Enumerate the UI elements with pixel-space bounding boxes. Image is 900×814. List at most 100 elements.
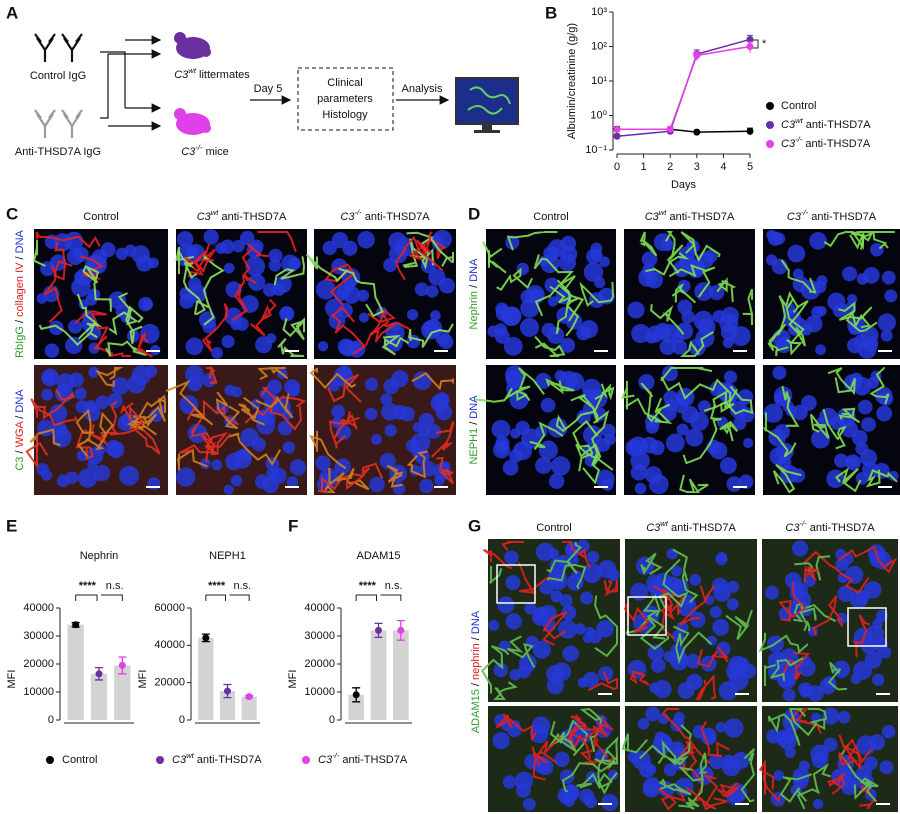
nucleus xyxy=(504,550,519,565)
nucleus xyxy=(211,459,223,471)
membrane-stain xyxy=(250,298,277,337)
nucleus xyxy=(418,412,435,429)
membrane-stain xyxy=(838,545,898,574)
mean-point xyxy=(202,634,210,642)
nucleus xyxy=(430,310,441,321)
membrane-stain xyxy=(680,331,715,357)
nucleus xyxy=(327,379,340,392)
x-tick-label: 3 xyxy=(694,161,700,173)
membrane-stain xyxy=(570,714,608,757)
nucleus xyxy=(406,439,420,453)
row-label-part: DNA xyxy=(470,610,482,634)
nucleus xyxy=(535,457,553,475)
nucleus xyxy=(630,464,648,481)
membrane-stain xyxy=(534,335,566,357)
membrane-stain xyxy=(165,380,214,426)
nucleus xyxy=(547,326,565,345)
micrograph xyxy=(623,539,757,702)
nucleus xyxy=(583,262,604,282)
nucleus xyxy=(634,482,647,495)
y-tick-label: 10000 xyxy=(304,686,335,698)
membrane-stain xyxy=(561,759,618,793)
row-label-part: DNA xyxy=(14,389,26,413)
nucleus xyxy=(764,585,779,600)
nucleus xyxy=(653,680,672,699)
membrane-stain xyxy=(758,758,775,793)
micrograph xyxy=(621,706,757,812)
nucleus xyxy=(540,397,556,413)
membrane-stain xyxy=(130,419,161,455)
nucleus xyxy=(868,734,886,751)
nucleus xyxy=(520,289,535,304)
bar xyxy=(219,691,236,720)
membrane-stain xyxy=(406,450,428,479)
label: Clinical xyxy=(327,77,362,89)
nucleus xyxy=(608,769,619,780)
membrane-stain xyxy=(838,407,861,424)
nucleus xyxy=(877,313,896,332)
membrane-stain xyxy=(812,595,844,636)
nucleus xyxy=(719,313,739,333)
significance-bracket xyxy=(753,39,759,49)
membrane-stain xyxy=(488,566,503,584)
nucleus xyxy=(881,270,896,285)
membrane-stain xyxy=(493,681,518,700)
nucleus xyxy=(331,404,346,419)
micrograph xyxy=(25,365,168,495)
label: Anti-THSD7A IgG xyxy=(15,146,101,158)
nucleus xyxy=(716,551,728,563)
nucleus xyxy=(179,293,195,309)
nucleus xyxy=(676,621,689,634)
nucleus xyxy=(738,474,754,489)
point xyxy=(746,35,754,43)
membrane-stain xyxy=(660,367,713,382)
y-axis-label: MFI xyxy=(6,670,18,689)
nucleus xyxy=(876,405,893,422)
row-label-part: DNA xyxy=(468,258,480,282)
monitor xyxy=(455,77,519,133)
bar xyxy=(370,630,387,720)
nucleus xyxy=(599,256,610,268)
legend-marker xyxy=(766,140,774,148)
y-tick-label: 20000 xyxy=(304,658,335,670)
nucleus xyxy=(333,289,347,302)
membrane-stain xyxy=(712,388,738,413)
nucleus xyxy=(560,337,576,353)
micrograph xyxy=(762,365,900,495)
nucleus xyxy=(107,393,123,409)
membrane-stain xyxy=(780,259,817,294)
membrane-stain xyxy=(740,748,756,803)
membrane-stain xyxy=(682,404,722,465)
row-label-part: / xyxy=(14,253,26,262)
chart-title: Nephrin xyxy=(80,550,119,562)
x-tick-label: 1 xyxy=(641,161,647,173)
membrane-stain xyxy=(788,299,809,347)
membrane-stain xyxy=(496,267,533,291)
nucleus xyxy=(641,251,658,267)
membrane-stain xyxy=(645,252,690,276)
nucleus xyxy=(379,452,396,470)
membrane-stain xyxy=(671,283,697,304)
column-header: Control xyxy=(536,522,571,534)
membrane-stain xyxy=(872,231,895,250)
membrane-stain xyxy=(305,253,349,283)
nucleus xyxy=(406,309,419,321)
row-label-part: RbIgG xyxy=(14,326,26,358)
nucleus xyxy=(221,334,235,349)
nucleus xyxy=(773,770,784,781)
micrograph xyxy=(33,229,168,359)
membrane-stain xyxy=(579,281,615,307)
significance-label: n.s. xyxy=(106,580,124,592)
micrograph xyxy=(305,229,456,359)
membrane-stain xyxy=(322,467,345,494)
membrane-stain xyxy=(182,266,210,316)
nucleus xyxy=(724,718,744,738)
row-label-part: ADAM15 xyxy=(470,689,482,733)
y-tick-label: 30000 xyxy=(304,630,335,642)
nucleus xyxy=(232,449,252,469)
membrane-stain xyxy=(244,395,307,424)
membrane-stain xyxy=(770,657,804,681)
y-tick-label: 10000 xyxy=(23,686,54,698)
nucleus xyxy=(723,370,738,384)
